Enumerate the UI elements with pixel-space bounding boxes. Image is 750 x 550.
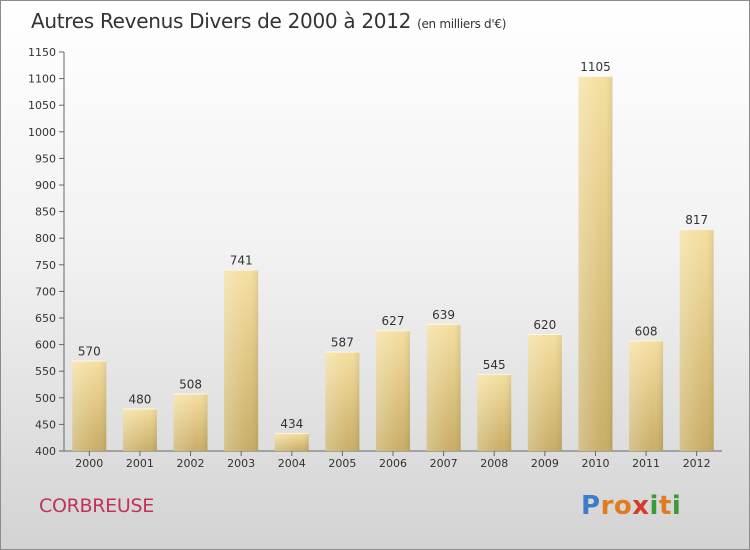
logo-letter: P: [581, 491, 601, 521]
value-labels: 570 480 508 741 434 587 627 639 545 620 1105 608 817: [78, 60, 708, 431]
value-label: 639: [432, 308, 455, 322]
value-label: 587: [331, 336, 354, 350]
axes: 400 450 500 550 600 650 700 750 800 850 900 950 1000…: [28, 46, 722, 470]
bar-shade-2012: [679, 229, 714, 451]
y-tick-label: 1050: [28, 99, 56, 112]
bar-shade-2010: [578, 75, 613, 451]
bar-shade-2001: [122, 408, 157, 451]
x-tick-label: 2009: [531, 457, 559, 470]
y-tick-label: 500: [35, 392, 56, 405]
x-tick-label: 2007: [430, 457, 458, 470]
bars: [72, 75, 714, 451]
y-tick-label: 800: [35, 232, 56, 245]
y-tick-label: 400: [35, 445, 56, 458]
chart-title-text: Autres Revenus Divers de 2000 à 2012: [31, 9, 412, 33]
y-tick-label: 600: [35, 339, 56, 352]
value-label: 817: [685, 213, 708, 227]
y-tick-label: 1150: [28, 46, 56, 59]
bar-shade-2006: [376, 330, 410, 451]
value-label: 508: [179, 378, 202, 392]
bar-shade-2005: [325, 351, 360, 451]
y-tick-label: 450: [35, 418, 56, 431]
x-tick-label: 2008: [480, 457, 508, 470]
bar-shade-2000: [72, 360, 107, 451]
proxiti-logo: Proxiti: [581, 491, 681, 521]
value-label: 434: [280, 417, 303, 431]
logo-letter: i: [649, 491, 659, 521]
y-tick-label: 650: [35, 312, 56, 325]
value-label: 627: [382, 314, 405, 328]
x-tick-label: 2003: [227, 457, 255, 470]
bar-shade-2004: [274, 432, 309, 451]
x-tick-label: 2011: [632, 457, 660, 470]
y-tick-label: 1000: [28, 126, 56, 139]
chart-subtitle: (en milliers d'€): [417, 17, 507, 31]
y-tick-label: 900: [35, 179, 56, 192]
y-tick-label: 550: [35, 365, 56, 378]
place-name: CORBREUSE: [39, 495, 154, 517]
value-label: 570: [78, 345, 101, 359]
logo-letter: x: [632, 491, 650, 521]
x-tick-label: 2006: [379, 457, 407, 470]
logo-letter: t: [658, 491, 672, 521]
value-label: 608: [635, 324, 658, 338]
value-label: 620: [533, 318, 556, 332]
y-tick-label: 700: [35, 285, 56, 298]
x-tick-label: 2005: [328, 457, 356, 470]
bar-shade-2009: [527, 333, 562, 451]
value-label: 545: [483, 358, 506, 372]
logo-letter: o: [613, 491, 633, 521]
value-label: 741: [230, 254, 253, 268]
bar-shade-2002: [173, 393, 208, 451]
logo-letter: r: [600, 491, 614, 521]
x-tick-label: 2012: [683, 457, 711, 470]
bar-shade-2003: [224, 269, 259, 451]
bar-shade-2011: [629, 340, 664, 451]
y-tick-label: 850: [35, 206, 56, 219]
x-tick-label: 2010: [581, 457, 609, 470]
y-tick-label: 950: [35, 152, 56, 165]
value-label: 480: [128, 392, 151, 406]
y-tick-label: 1100: [28, 73, 56, 86]
bar-shade-2007: [426, 323, 461, 451]
x-tick-label: 2004: [278, 457, 306, 470]
bar-shade-2008: [477, 373, 512, 451]
x-tick-label: 2000: [75, 457, 103, 470]
x-tick-label: 2002: [177, 457, 205, 470]
value-label: 1105: [580, 60, 611, 74]
x-tick-label: 2001: [126, 457, 154, 470]
logo-letter: i: [671, 491, 682, 521]
y-tick-label: 750: [35, 259, 56, 272]
chart-title: Autres Revenus Divers de 2000 à 2012 (en …: [31, 9, 506, 33]
